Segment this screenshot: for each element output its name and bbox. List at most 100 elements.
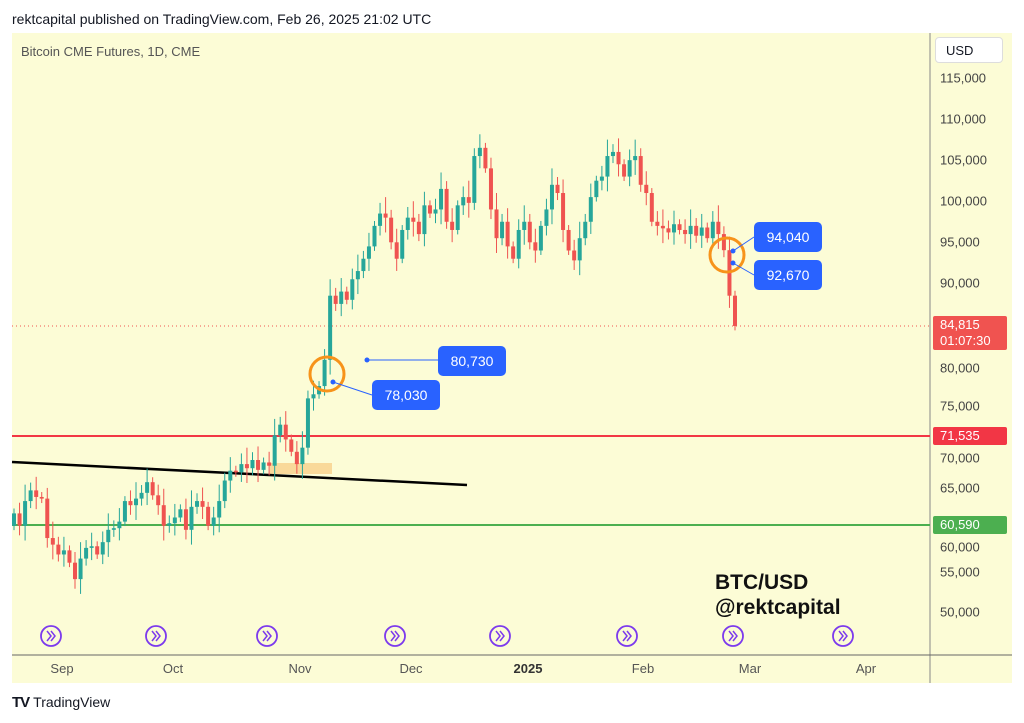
candle-body	[195, 501, 200, 507]
candle-body	[522, 221, 527, 230]
candle-body	[394, 242, 399, 259]
candle-body	[411, 217, 416, 222]
candle-body	[17, 513, 22, 526]
candle-body	[572, 250, 577, 261]
candle-body	[455, 205, 460, 230]
candle-body	[278, 424, 283, 436]
candle-body	[699, 227, 704, 236]
candle-body	[322, 359, 327, 387]
candle-body	[433, 209, 438, 214]
candle-body	[189, 506, 194, 530]
candle-body	[161, 505, 166, 526]
annotation-78030[interactable]: 78,030	[372, 380, 440, 410]
watermark-handle: @rektcapital	[715, 596, 841, 619]
month-label: Dec	[399, 661, 423, 676]
candle-body	[527, 221, 532, 243]
gap-circle-feb	[708, 236, 746, 274]
candle-body	[67, 550, 72, 563]
resistance-price-label: 71,535	[933, 427, 1007, 445]
gap-circle-nov	[308, 355, 346, 393]
event-icon	[616, 625, 638, 647]
candle-body	[256, 459, 261, 470]
candle-body	[516, 229, 521, 259]
candle-body	[683, 229, 688, 235]
currency-button[interactable]: USD	[935, 37, 1003, 63]
watermark: BTC/USD @rektcapital	[715, 570, 841, 620]
chart-area[interactable]	[12, 33, 1012, 683]
annotation-80730[interactable]: 80,730	[438, 346, 506, 376]
year-label: 2025	[513, 661, 543, 676]
tradingview-logo[interactable]: TV TradingView	[12, 694, 110, 711]
candle-body	[627, 160, 632, 177]
candle-body	[100, 542, 105, 555]
candle-body	[688, 225, 693, 235]
candle-body	[39, 496, 44, 499]
price-tick: 55,000	[940, 564, 980, 580]
candle-body	[73, 562, 78, 580]
annotation-94040[interactable]: 94,040	[754, 222, 822, 252]
candle-body	[705, 227, 710, 239]
candle-body	[272, 435, 277, 466]
candle-body	[577, 238, 582, 261]
candle-body	[233, 470, 238, 473]
event-icon	[145, 625, 167, 647]
candle-body	[361, 258, 366, 272]
candle-body	[439, 188, 444, 210]
candle-body	[28, 490, 33, 502]
candle-body	[150, 482, 155, 496]
candle-body	[283, 424, 288, 440]
candle-body	[178, 509, 183, 518]
demand-zone	[270, 463, 332, 474]
candle-body	[311, 394, 316, 399]
candle-body	[267, 462, 272, 466]
candle-body	[117, 521, 122, 529]
candle-body	[561, 193, 566, 230]
candle-body	[350, 279, 355, 300]
candle-body	[677, 224, 682, 230]
candle-body	[444, 188, 449, 222]
candle-body	[450, 221, 455, 230]
candle-body	[355, 271, 360, 280]
candle-body	[655, 221, 660, 226]
candle-body	[555, 184, 560, 194]
candle-body	[139, 492, 144, 499]
candle-body	[610, 151, 615, 157]
price-tick: 95,000	[940, 234, 980, 250]
candle-body	[217, 501, 222, 518]
candle-body	[78, 558, 83, 580]
candle-body	[549, 184, 554, 210]
candle-body	[716, 221, 721, 235]
candle-body	[228, 470, 233, 481]
candle-body	[660, 225, 665, 229]
candle-body	[721, 234, 726, 251]
current-price-label: 84,815 01:07:30	[933, 316, 1007, 350]
candle-body	[544, 209, 549, 226]
candle-body	[494, 209, 499, 239]
candle-body	[89, 546, 94, 548]
price-tick: 65,000	[940, 480, 980, 496]
month-label: Mar	[738, 661, 762, 676]
candle-body	[483, 147, 488, 169]
price-tick: 90,000	[940, 275, 980, 291]
event-icons	[40, 625, 854, 647]
candle-body	[261, 462, 266, 470]
month-label: Oct	[162, 661, 184, 676]
candle-body	[605, 156, 610, 177]
candle-body	[644, 184, 649, 194]
current-price: 84,815	[940, 317, 980, 332]
month-label: Feb	[631, 661, 655, 676]
month-label: Nov	[288, 661, 312, 676]
annotation-92670[interactable]: 92,670	[754, 260, 822, 290]
candle-body	[34, 490, 39, 497]
candle-body	[511, 246, 516, 259]
candle-body	[23, 501, 28, 526]
candle-body	[61, 550, 66, 555]
price-tick: 80,000	[940, 360, 980, 376]
candle-body	[694, 225, 699, 236]
candle-body	[638, 156, 643, 185]
candle-body	[106, 529, 111, 543]
candle-body	[344, 291, 349, 300]
symbol-title: Bitcoin CME Futures, 1D, CME	[21, 44, 201, 59]
month-label: Sep	[50, 661, 74, 676]
